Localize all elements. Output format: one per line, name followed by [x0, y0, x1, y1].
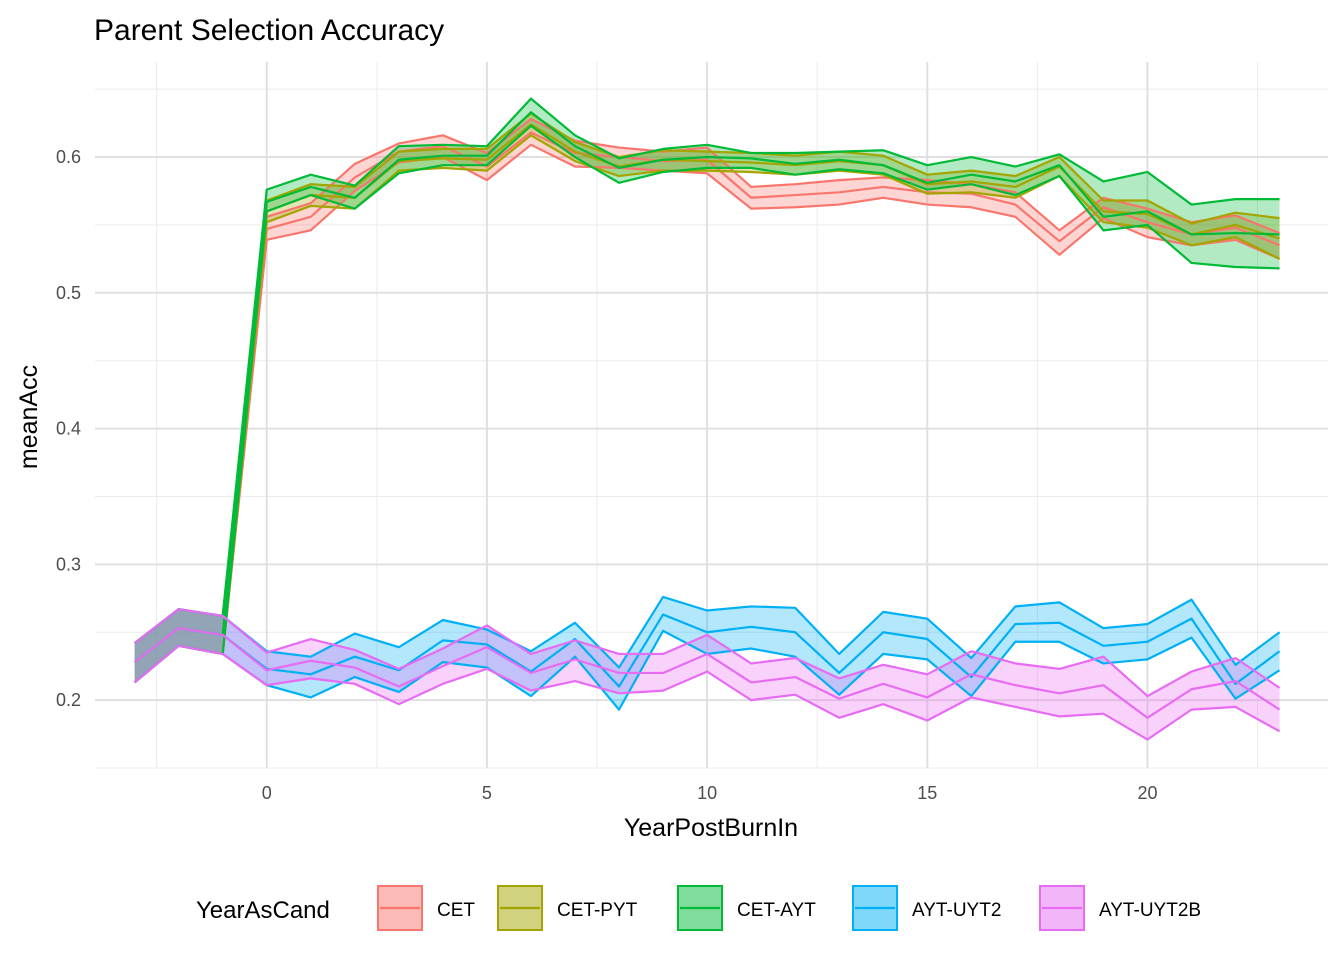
line-cet-ayt-lower [133, 124, 1280, 684]
legend: YearAsCand CET CET-PYT CET-AYT AYT-UYT2 AYT-… [196, 885, 1201, 931]
line-ayt-uyt2b-mean [133, 627, 1281, 719]
legend-item-cet: CET [377, 885, 475, 931]
line-cet-ayt-mean [133, 111, 1280, 663]
legend-title: YearAsCand [196, 897, 330, 924]
series-lines [133, 97, 1281, 741]
legend-label: AYT-UYT2 [912, 900, 1001, 921]
line-cet-pyt-mean [133, 123, 1280, 663]
x-axis-title: YearPostBurnIn [624, 814, 798, 842]
legend-items: CET CET-PYT CET-AYT AYT-UYT2 AYT-UYT2B [377, 885, 1201, 931]
line-ayt-uyt2b-upper [133, 608, 1281, 698]
x-tick-label: 5 [482, 783, 492, 803]
x-tick-label: 15 [917, 783, 937, 803]
line-cet-pyt-lower [133, 134, 1281, 684]
y-axis-title: meanAcc [15, 365, 43, 469]
y-tick-label: 0.2 [56, 690, 81, 710]
legend-label: CET [437, 900, 475, 921]
x-tick-label: 0 [262, 783, 272, 803]
line-cet-ayt-upper [133, 97, 1280, 644]
y-tick-label: 0.5 [56, 283, 81, 303]
legend-label: AYT-UYT2B [1099, 900, 1201, 921]
legend-label: CET-PYT [557, 900, 638, 921]
line-cet-pyt-upper [133, 112, 1280, 644]
legend-item-ayt-uyt2b: AYT-UYT2B [1039, 885, 1201, 931]
line-cet-lower [133, 143, 1280, 684]
y-axis-ticks: 0.2 0.3 0.4 0.5 0.6 [56, 147, 81, 710]
legend-item-ayt-uyt2: AYT-UYT2 [852, 885, 1001, 931]
chart-title: Parent Selection Accuracy [94, 14, 444, 47]
y-tick-label: 0.3 [56, 554, 81, 574]
line-ayt-uyt2-mean [133, 613, 1281, 688]
line-cet-mean [133, 131, 1280, 663]
grid [95, 62, 1328, 769]
x-tick-label: 20 [1137, 783, 1157, 803]
legend-item-cet-pyt: CET-PYT [497, 885, 638, 931]
line-ayt-uyt2b-lower [133, 644, 1281, 741]
y-tick-label: 0.4 [56, 419, 81, 439]
legend-label: CET-AYT [737, 900, 816, 921]
x-axis-ticks: 0 5 10 15 20 [262, 783, 1158, 803]
legend-item-cet-ayt: CET-AYT [677, 885, 816, 931]
line-ayt-uyt2-upper [133, 595, 1281, 669]
y-tick-label: 0.6 [56, 147, 81, 167]
x-tick-label: 10 [697, 783, 717, 803]
